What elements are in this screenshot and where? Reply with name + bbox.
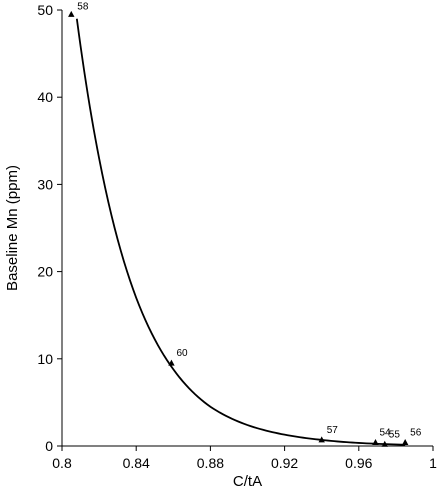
data-point xyxy=(372,439,379,446)
data-point xyxy=(168,359,175,366)
x-tick-label: 1 xyxy=(429,455,437,471)
fit-curve xyxy=(75,18,406,446)
tick-labels: 0 10 20 30 40 50 0.8 0.84 0.88 0.92 0.96 1 xyxy=(37,2,437,471)
point-label: 58 xyxy=(77,1,89,12)
x-tick-label: 0.88 xyxy=(197,455,224,471)
data-point xyxy=(318,436,325,443)
data-point xyxy=(401,439,409,446)
x-tick-label: 0.92 xyxy=(271,455,298,471)
x-tick-label: 0.96 xyxy=(345,455,372,471)
y-axis-title: Baseline Mn (ppm) xyxy=(4,165,21,291)
point-label: 57 xyxy=(327,425,339,436)
point-label: 56 xyxy=(410,428,422,439)
fit-curve-layer xyxy=(75,18,406,446)
axes xyxy=(61,10,433,447)
x-axis-title: C/tA xyxy=(233,473,262,490)
data-point xyxy=(68,10,75,17)
y-tick-label: 0 xyxy=(45,438,53,454)
y-tick-label: 20 xyxy=(37,264,53,280)
x-tick-label: 0.84 xyxy=(123,455,150,471)
y-tick-label: 30 xyxy=(37,176,53,192)
y-tick-label: 50 xyxy=(37,2,53,18)
y-tick-label: 40 xyxy=(37,89,53,105)
point-label: 55 xyxy=(389,429,401,440)
point-label: 60 xyxy=(176,348,188,359)
data-point xyxy=(381,440,388,447)
point-label: 54 xyxy=(379,428,391,439)
y-tick-label: 10 xyxy=(37,351,53,367)
x-tick-label: 0.8 xyxy=(52,455,72,471)
